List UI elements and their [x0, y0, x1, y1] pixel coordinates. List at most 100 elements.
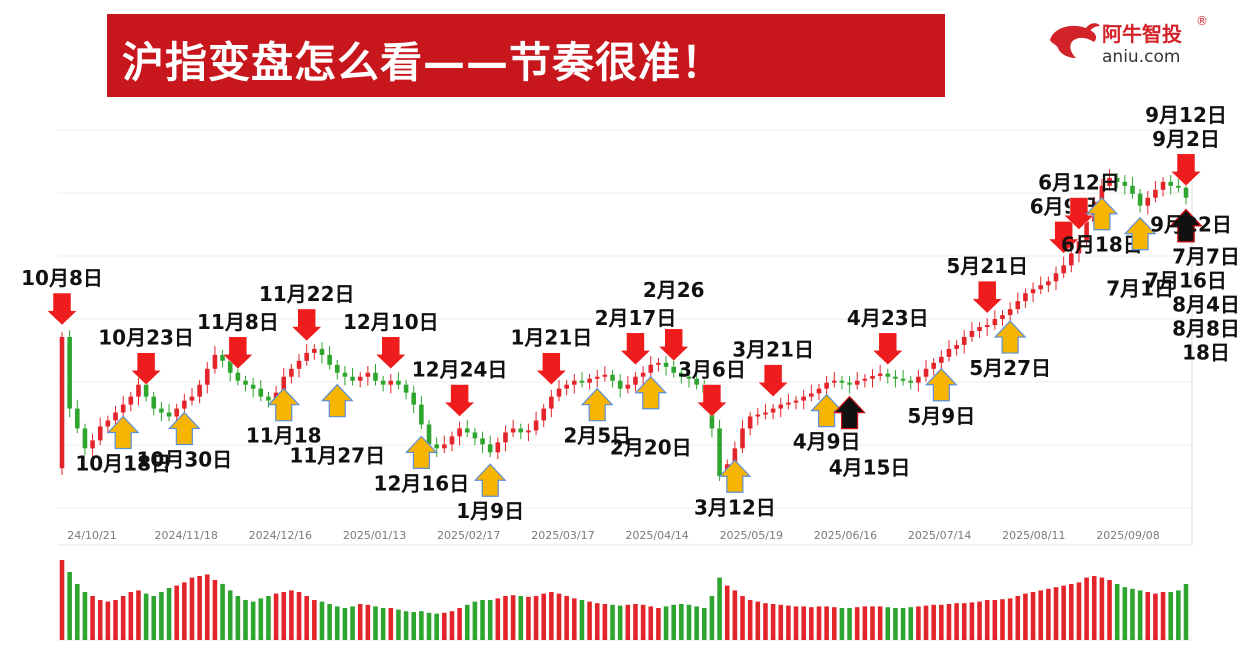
candle-body [1114, 177, 1120, 182]
candle-body [495, 442, 501, 453]
candle-body [204, 368, 210, 385]
marker-label: 1月21日 [510, 326, 592, 350]
up-arrow-icon [924, 367, 958, 402]
x-tick-label: 2025/02/17 [437, 529, 500, 542]
x-tick-label: 24/10/21 [67, 529, 116, 542]
volume-bar [442, 612, 447, 640]
marker-label: 4月9日 [793, 430, 861, 454]
volume-bar [969, 602, 975, 640]
marker-label: 10月8日 [21, 266, 103, 290]
annotation-markers: 10月8日10月23日10月18日10月30日11月8日11月22日11月181… [21, 103, 1240, 523]
marker-label: 5月21日 [946, 254, 1028, 278]
candle-body [319, 348, 325, 355]
marker-label: 5月27日 [969, 356, 1051, 380]
volume-bar [786, 605, 791, 640]
volume-bar [1183, 584, 1189, 640]
candle-body [113, 412, 118, 421]
down-arrow-icon [658, 328, 690, 362]
volume-bar [243, 600, 248, 640]
x-tick-label: 2025/01/13 [343, 529, 406, 542]
marker-label: 18日 [1182, 341, 1230, 365]
volume-bar [365, 604, 371, 640]
candle-body [197, 384, 202, 397]
marker-label: 2月26 [643, 278, 705, 302]
volume-bar [1038, 590, 1044, 640]
volume-bar [403, 611, 409, 640]
volume-bar [977, 601, 982, 640]
candle-body [1084, 221, 1089, 242]
marker-label: 12月24日 [412, 358, 508, 382]
down-arrow-icon [130, 352, 162, 386]
volume-bar [480, 600, 485, 640]
volume-bar [1030, 592, 1036, 640]
candle-body [1015, 301, 1021, 310]
candle-body [1160, 181, 1166, 190]
marker-label: 11月27日 [289, 444, 385, 468]
volume-bar [533, 596, 539, 640]
candle-body [954, 344, 959, 349]
x-tick-label: 2025/05/19 [720, 529, 783, 542]
candle-body [1137, 193, 1143, 206]
candle-body [503, 432, 508, 443]
volume-bar [220, 584, 225, 640]
volume-bar [671, 604, 676, 640]
candle-body [854, 380, 860, 385]
volume-bar [1015, 596, 1021, 640]
volume-bar [526, 596, 531, 640]
marker-label: 8月8日 [1172, 317, 1240, 341]
volume-bar [411, 612, 417, 640]
volume-bar [839, 608, 845, 640]
down-arrow-icon [535, 352, 567, 386]
candle-body [434, 444, 439, 449]
candle-body [610, 374, 615, 381]
candle-body [304, 352, 309, 361]
volume-bar [961, 603, 967, 640]
volume-bar [984, 600, 990, 640]
candle-body [373, 372, 378, 381]
volume-bar [510, 595, 516, 640]
candle-body [1000, 315, 1005, 320]
volume-bar [334, 606, 340, 640]
marker-label: 4月15日 [829, 456, 911, 480]
volume-bar [373, 606, 378, 640]
candle-body [227, 360, 233, 373]
down-arrow-icon [46, 292, 78, 326]
x-tick-label: 2025/09/08 [1096, 529, 1159, 542]
volume-bar [1107, 580, 1112, 640]
candle-body [1153, 189, 1158, 198]
candle-body [189, 396, 195, 401]
candle-body [671, 366, 676, 373]
marker-label: 10月18日 [75, 452, 171, 476]
volume-bar [235, 596, 241, 640]
up-arrow-icon [718, 459, 752, 493]
marker-label: 9月12日 [1145, 103, 1227, 127]
volume-bar [449, 611, 455, 640]
volume-bar [388, 608, 394, 640]
candle-body [243, 380, 248, 385]
candle-body [694, 378, 699, 385]
volume-bar [143, 593, 149, 640]
down-arrow-icon [971, 280, 1003, 314]
volume-bar [793, 606, 799, 640]
candle-body [572, 380, 577, 385]
candle-body [296, 360, 302, 369]
volume-bar [610, 604, 615, 640]
volume-bar [778, 604, 784, 640]
candle-body [1023, 293, 1028, 302]
volume-bar [1114, 584, 1120, 640]
volume-bar [1069, 584, 1074, 640]
up-arrow-icon [1123, 216, 1157, 251]
down-arrow-icon [1170, 153, 1202, 187]
candle-body [1122, 181, 1128, 186]
candle-body [449, 436, 455, 445]
volume-bar [426, 612, 432, 640]
volume-bar [1168, 592, 1174, 640]
candle-body [235, 372, 241, 381]
volume-bar [801, 606, 806, 640]
marker-label: 1月9日 [456, 499, 524, 523]
down-arrow-icon [1048, 221, 1080, 254]
candle-body [334, 364, 340, 373]
volume-bar [182, 582, 187, 640]
volume-bar [97, 600, 103, 640]
marker-label: 11月8日 [197, 310, 279, 334]
